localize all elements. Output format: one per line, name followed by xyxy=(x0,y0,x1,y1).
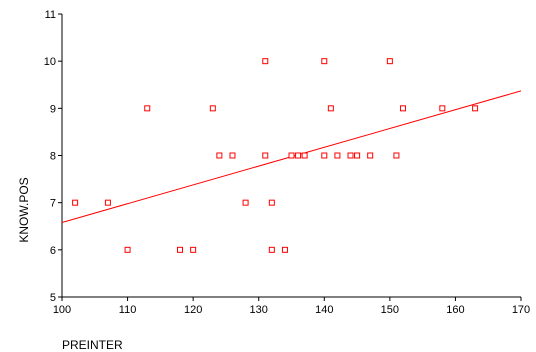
x-axis-label: PREINTER xyxy=(62,338,123,352)
data-point xyxy=(288,152,295,159)
data-point xyxy=(301,152,308,159)
data-points xyxy=(72,58,479,253)
data-point xyxy=(347,152,354,159)
data-point xyxy=(321,58,328,65)
data-point xyxy=(209,105,216,112)
data-point xyxy=(242,199,249,206)
data-point xyxy=(268,246,275,253)
y-tick-label: 11 xyxy=(45,9,56,21)
y-tick-label: 5 xyxy=(50,292,56,304)
data-point xyxy=(216,152,223,159)
x-tick-label: 150 xyxy=(381,304,399,316)
data-point xyxy=(72,199,79,206)
data-point xyxy=(393,152,400,159)
data-point xyxy=(229,152,236,159)
data-point xyxy=(334,152,341,159)
y-tick-label: 7 xyxy=(50,198,56,210)
x-tick-label: 170 xyxy=(512,304,530,316)
data-point xyxy=(399,105,406,112)
y-tick-label: 6 xyxy=(50,245,56,257)
x-tick-label: 130 xyxy=(250,304,268,316)
data-point xyxy=(367,152,374,159)
x-tick-label: 140 xyxy=(315,304,333,316)
data-point xyxy=(439,105,446,112)
data-point xyxy=(268,199,275,206)
x-tick-label: 160 xyxy=(446,304,464,316)
y-tick-label: 9 xyxy=(50,103,56,115)
data-point xyxy=(472,105,479,112)
axes: 5 6 7 8 9 10 11 100 110 120 130 140 150 160 170 xyxy=(44,9,530,316)
y-tick-label: 8 xyxy=(50,151,56,163)
data-point xyxy=(262,58,269,65)
data-point xyxy=(144,105,151,112)
data-point xyxy=(295,152,302,159)
y-tick-label: 10 xyxy=(44,56,56,68)
data-point xyxy=(104,199,111,206)
data-point xyxy=(386,58,393,65)
data-point xyxy=(177,246,184,253)
data-point xyxy=(262,152,269,159)
data-point xyxy=(354,152,361,159)
x-tick-label: 120 xyxy=(184,304,202,316)
data-point xyxy=(327,105,334,112)
x-tick-label: 100 xyxy=(53,304,71,316)
data-point xyxy=(321,152,328,159)
x-tick-label: 110 xyxy=(119,304,137,316)
y-axis-label: KNOW.POS xyxy=(17,177,31,242)
data-point xyxy=(281,246,288,253)
data-point xyxy=(124,246,131,253)
data-point xyxy=(190,246,197,253)
